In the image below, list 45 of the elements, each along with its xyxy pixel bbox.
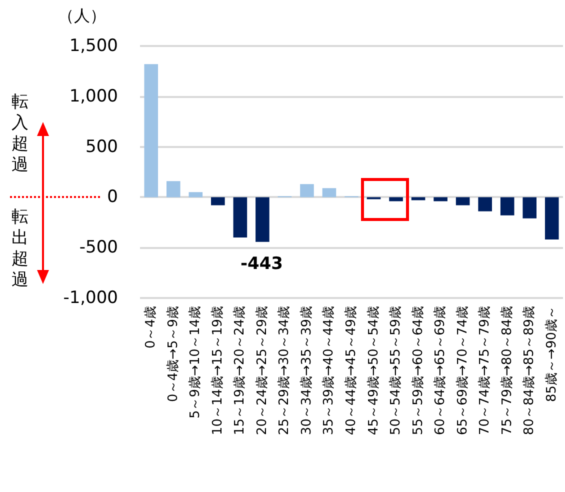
bar — [500, 197, 514, 216]
bar — [434, 197, 448, 202]
bar — [188, 192, 203, 198]
x-tick-label: 80～84歳→85～89歳 — [522, 306, 538, 436]
bar — [144, 64, 158, 198]
x-tick-label: 70～74歳→75～79歳 — [478, 306, 493, 436]
x-tick-label: 50～54歳→55～59歳 — [388, 306, 404, 436]
x-tick-label: 5～9歳→10～14歳 — [188, 306, 204, 419]
x-tick-label: 60～64歳→65～69歳 — [433, 306, 448, 436]
x-tick-label: 65～69歳→70～74歳 — [455, 306, 470, 436]
bar — [544, 197, 559, 240]
x-tick-label: 0～4歳 — [144, 306, 159, 349]
x-tick-label: 25～29歳→30～34歳 — [277, 306, 292, 436]
annotation: -443 — [240, 254, 283, 274]
bar — [522, 197, 537, 218]
bar — [166, 181, 180, 198]
x-tick-label: 20～24歳→25～29歳 — [254, 306, 270, 436]
x-tick-label: 10～14歳→15～19歳 — [210, 306, 226, 436]
x-tick-label: 40～44歳→45～49歳 — [344, 306, 359, 436]
x-tick-label: 85歳～→90歳～ — [544, 306, 560, 402]
bar — [456, 197, 470, 206]
bar — [256, 197, 270, 242]
y-tick-label: 1,000 — [69, 86, 118, 106]
bar — [411, 197, 426, 200]
bar — [389, 197, 403, 202]
x-tick-label: 35～39歳→40～44歳 — [322, 306, 337, 436]
x-tick-label: 15～19歳→20～24歳 — [232, 306, 248, 436]
x-tick-label: 45～49歳→50～54歳 — [366, 306, 382, 436]
y-tick-label: -1,000 — [63, 288, 118, 308]
bar — [211, 197, 225, 206]
text: 転入超過 — [10, 92, 30, 176]
x-tick-label: 30～34歳→35～39歳 — [299, 306, 314, 436]
x-tick-label: 75～79歳→80～84歳 — [500, 306, 515, 436]
text: 転出超過 — [10, 207, 30, 292]
y-tick-label: 500 — [86, 136, 118, 157]
y-tick-label: -500 — [79, 238, 118, 258]
bar — [322, 188, 336, 198]
x-tick-label: 0～4歳→5～9歳 — [166, 306, 181, 402]
x-tick-label: 55～59歳→60～64歳 — [410, 306, 426, 436]
y-axis-title: （人） — [58, 6, 106, 27]
y-tick-label: 0 — [107, 187, 118, 208]
bar — [233, 197, 248, 238]
bar — [300, 184, 314, 198]
bar — [478, 197, 492, 212]
y-tick-label: 1,500 — [69, 36, 118, 56]
